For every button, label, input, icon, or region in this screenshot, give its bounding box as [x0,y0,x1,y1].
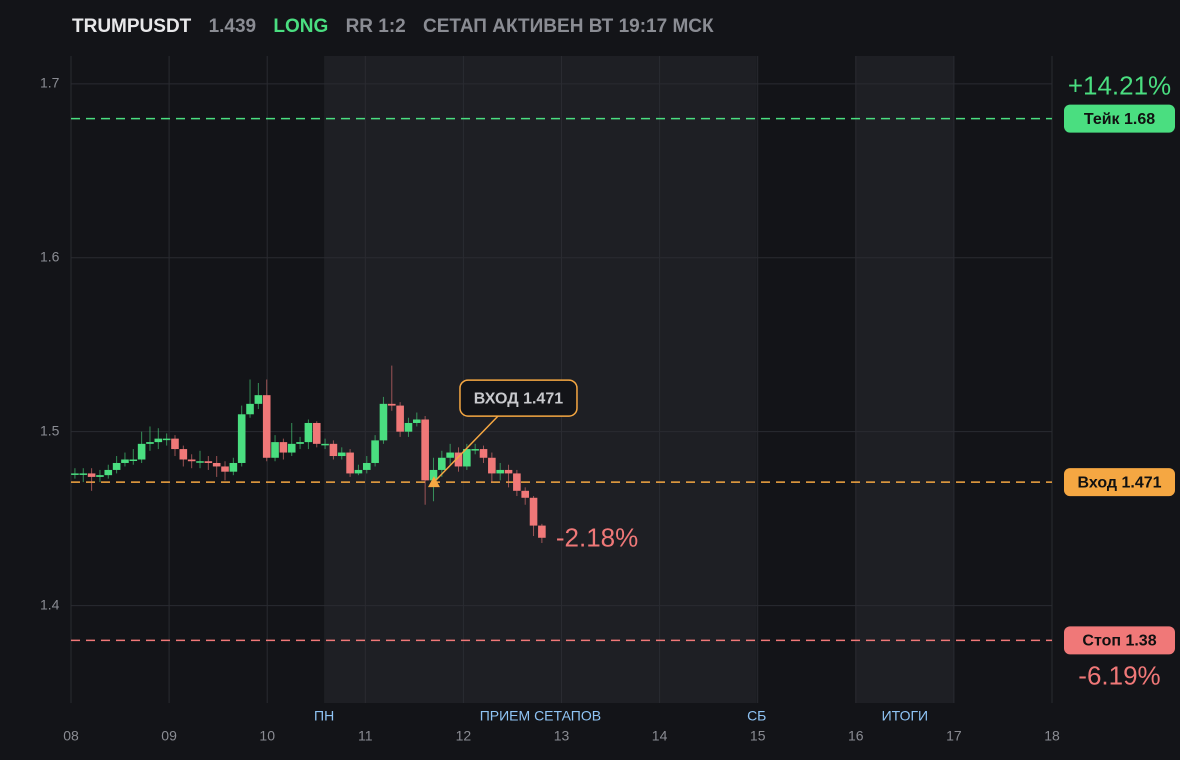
marker-label: СБ [747,708,766,724]
last-change: -2.18% [556,523,638,553]
level-tag [1064,626,1175,655]
candle-body [87,473,96,477]
candle-body [488,457,496,474]
x-tick-label: 13 [554,728,570,744]
x-tick-label: 09 [161,728,177,744]
level-label: Стоп 1.38 [1082,633,1156,650]
candle-body [287,443,296,453]
x-tick-label: 18 [1044,728,1060,744]
x-tick-label: 14 [652,728,668,744]
candle-body [221,466,229,472]
zone-label: ПРИЕМ СЕТАПОВ [480,708,601,724]
side: LONG [273,16,329,37]
x-tick-label: 08 [63,728,79,744]
candle-body [237,414,246,463]
candle-body [146,442,154,444]
y-tick-label: 1.7 [40,75,60,91]
candle-body [529,497,538,526]
candle-body [212,462,221,467]
candle-body [162,438,171,441]
price: 1.439 [208,16,257,37]
marker-label: ПН [314,708,334,724]
candle-body [337,452,346,457]
y-tick-label: 1.4 [40,596,60,612]
y-tick-label: 1.5 [40,422,60,438]
candle-body [246,403,254,415]
level-change: +14.21% [1068,70,1171,100]
candle-body [321,443,329,446]
candle-body [379,403,388,441]
risk-reward: RR 1:2 [345,16,406,37]
candle-body [346,452,354,474]
candle-body [479,449,488,458]
callout-line [433,415,499,483]
candle-body [312,422,321,444]
header: TRUMPUSDT 1.439 LONG RR 1:2 СЕТАП АКТИВЕ… [72,16,726,38]
candle-body [329,443,338,457]
candle-body [538,525,546,538]
x-tick-label: 12 [456,728,472,744]
candle-body [413,419,421,423]
candle-body [179,449,188,460]
x-tick-label: 10 [259,728,275,744]
level-change: -6.19% [1078,660,1160,690]
x-tick-label: 17 [946,728,962,744]
level-tag [1064,468,1175,497]
zone-label: ИТОГИ [882,708,929,724]
candle-body [496,469,504,474]
candle-body [137,443,146,460]
symbol: TRUMPUSDT [72,16,192,37]
candle-body [187,459,196,462]
candle-body [304,422,313,443]
candle-body [204,461,213,463]
candle-body [79,473,88,475]
candle-body [396,405,404,432]
level-label: Вход 1.471 [1077,474,1161,491]
candle-body [254,395,263,404]
candle-body [229,462,238,472]
x-tick-label: 15 [750,728,766,744]
candle-body [96,475,104,477]
candle-body [196,461,204,463]
candle-body [279,442,288,453]
candle-body [121,459,129,463]
candle-body [438,457,446,470]
candle-body [104,469,113,476]
candle-body [471,449,479,451]
candle-body [112,462,121,470]
candle-body [354,469,363,474]
candle-body [513,473,521,491]
candle-body [521,490,530,498]
candle-body [171,438,179,450]
status: СЕТАП АКТИВЕН ВТ 19:17 МСК [423,16,714,37]
candle-body [404,422,413,432]
candle-body [421,419,429,481]
candle-body [296,442,304,444]
candle-body [387,403,396,406]
candle-body [504,469,513,474]
candle-body [446,452,454,458]
candle-body [271,442,279,458]
candle-body [371,440,379,463]
candle-body [129,459,138,462]
zone [855,56,954,703]
candle-body [262,395,271,458]
entry-marker [427,476,440,488]
candle-body [362,462,371,470]
candle-body [71,473,79,475]
x-tick-label: 11 [358,728,373,744]
level-tag [1064,104,1175,133]
candle-body [429,469,438,481]
candle-body [454,452,463,467]
candle-body [463,449,471,467]
level-label: Тейк 1.68 [1084,111,1155,128]
callout-box [459,379,578,417]
x-tick-label: 16 [848,728,864,744]
candle-body [154,438,163,443]
y-tick-label: 1.6 [40,248,60,264]
callout-label: ВХОД 1.471 [474,390,563,407]
